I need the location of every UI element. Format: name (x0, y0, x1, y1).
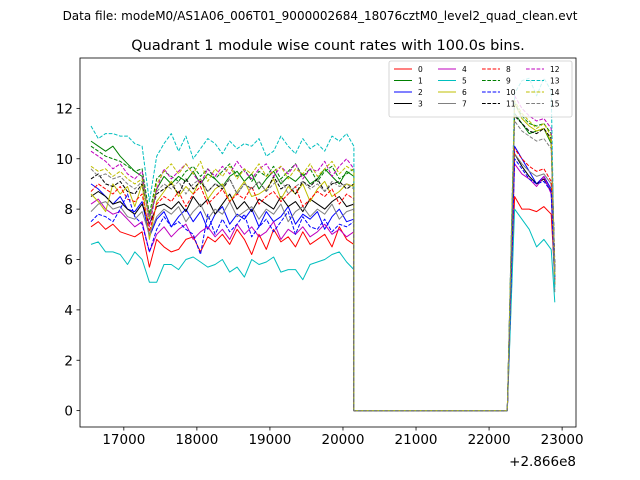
legend-label-7: 7 (462, 100, 467, 109)
legend-label-10: 10 (506, 88, 516, 97)
x-tick-label: 23000 (541, 432, 584, 448)
legend-label-5: 5 (462, 77, 467, 86)
y-tick-label: 4 (64, 303, 73, 319)
y-tick-label: 6 (64, 253, 73, 269)
legend-label-0: 0 (418, 65, 423, 74)
axes-frame (79, 57, 577, 428)
legend-label-1: 1 (418, 77, 423, 86)
x-axis: 17000 18000 19000 20000 21000 22000 23000 (102, 427, 584, 448)
legend-label-4: 4 (462, 65, 467, 74)
x-tick-label: 19000 (248, 432, 291, 448)
legend-label-15: 15 (550, 100, 560, 109)
y-tick-label: 10 (56, 152, 73, 168)
y-tick-label: 12 (56, 101, 73, 117)
chart-title: Quadrant 1 module wise count rates with … (131, 38, 525, 54)
legend-label-13: 13 (550, 77, 560, 86)
x-tick-label: 22000 (468, 432, 511, 448)
y-tick-label: 2 (64, 353, 73, 369)
y-axis: 0 2 4 6 8 10 12 (56, 101, 80, 420)
x-tick-label: 17000 (102, 432, 145, 448)
series-line-8 (90, 148, 556, 412)
y-tick-label: 0 (64, 404, 73, 420)
legend-box (388, 60, 573, 118)
series-line-11 (90, 115, 556, 412)
legend-label-6: 6 (462, 88, 467, 97)
x-axis-offset-label: +2.866e8 (509, 454, 576, 470)
x-tick-label: 20000 (321, 432, 364, 448)
series-line-14 (90, 100, 556, 412)
legend-label-2: 2 (418, 88, 423, 97)
series-lines (90, 77, 556, 412)
chart-suptitle: Data file: modeM0/AS1A06_006T01_90000026… (63, 9, 578, 23)
series-line-15 (90, 120, 556, 412)
legend-label-12: 12 (550, 65, 560, 74)
x-tick-label: 18000 (175, 432, 218, 448)
legend-label-14: 14 (550, 88, 560, 97)
y-tick-label: 8 (64, 202, 73, 218)
plot-area (79, 57, 577, 428)
legend-label-9: 9 (506, 77, 511, 86)
legend-label-8: 8 (506, 65, 511, 74)
legend-label-11: 11 (506, 100, 516, 109)
x-tick-label: 21000 (395, 432, 438, 448)
legend-label-3: 3 (418, 100, 423, 109)
